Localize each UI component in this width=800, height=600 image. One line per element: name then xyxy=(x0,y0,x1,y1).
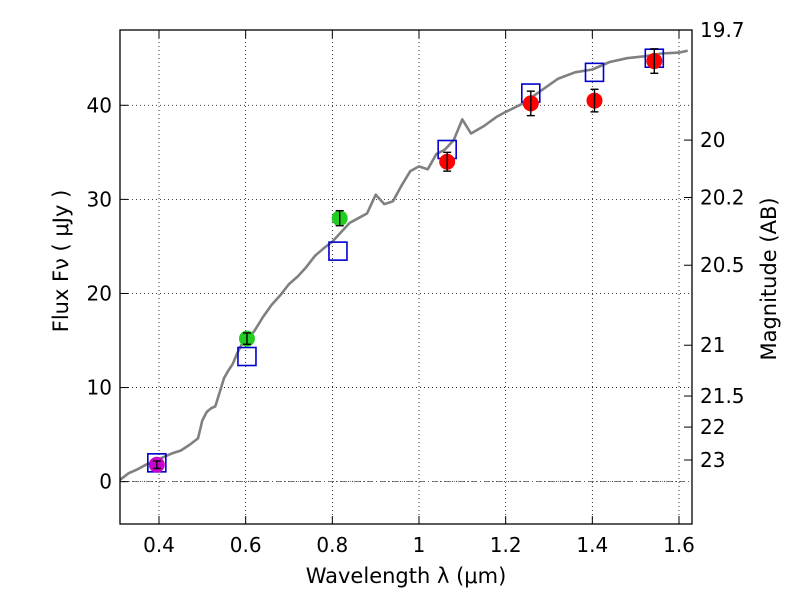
model-photometry-square xyxy=(237,346,257,367)
y-axis-title: Flux Fν ( μJy ) xyxy=(49,190,73,333)
mag-tick-label: 20.5 xyxy=(700,253,745,277)
x-tick-label: 1.6 xyxy=(663,533,695,557)
mag-tick-label: 19.7 xyxy=(700,18,745,42)
y-tick-label: 20 xyxy=(87,281,112,305)
y2-axis-title: Magnitude (AB) xyxy=(757,197,781,360)
grid xyxy=(120,30,692,524)
y-tick-label: 30 xyxy=(87,187,112,211)
mag-tick-label: 23 xyxy=(700,448,725,472)
model-photometry-square xyxy=(584,62,605,83)
y-tick-label: 10 xyxy=(87,376,112,400)
y-tick-label: 40 xyxy=(87,93,112,117)
mag-tick-label: 22 xyxy=(700,415,725,439)
x-axis-title: Wavelength λ (μm) xyxy=(306,564,507,588)
plot-frame xyxy=(119,29,693,525)
mag-tick-label: 20.2 xyxy=(700,185,745,209)
x-tick-label: 1.2 xyxy=(490,533,522,557)
x-tick-label: 0.8 xyxy=(316,533,348,557)
model-spectrum-line xyxy=(119,49,688,481)
model-photometry-square xyxy=(328,241,348,261)
mag-tick-label: 21 xyxy=(700,333,725,357)
mag-tick-label: 20 xyxy=(700,128,725,152)
x-tick-label: 1.4 xyxy=(576,533,608,557)
data-points xyxy=(147,48,665,473)
x-tick-label: 0.6 xyxy=(230,533,262,557)
y-tick-label: 0 xyxy=(99,470,112,494)
mag-tick-label: 21.5 xyxy=(700,384,745,408)
axis-ticks: 0.4 0.6 0.8 1 1.2 1.4 1.6 0 10 20 30 40 19.7 20 20.2 20… xyxy=(87,18,745,557)
x-tick-label: 1 xyxy=(413,533,426,557)
x-tick-label: 0.4 xyxy=(143,533,175,557)
model-spectrum-path xyxy=(119,49,688,481)
